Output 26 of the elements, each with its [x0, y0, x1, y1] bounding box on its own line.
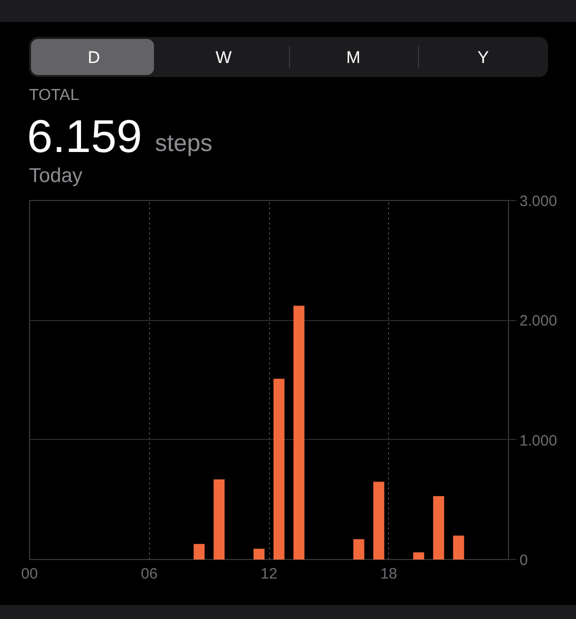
bar — [433, 496, 444, 560]
bar — [373, 482, 384, 560]
x-tick-label: 12 — [260, 566, 278, 582]
text: W — [216, 48, 232, 66]
text: steps — [155, 130, 212, 157]
bar — [453, 536, 464, 560]
y-tick-label: 3.000 — [520, 193, 558, 210]
x-tick-label: 06 — [140, 566, 158, 582]
text: M — [346, 48, 360, 66]
y-tick-label: 2.000 — [520, 312, 558, 330]
bar — [413, 552, 424, 560]
bar — [214, 479, 225, 560]
y-tick-label: 1.000 — [520, 432, 558, 450]
y-tick-label: 0 — [520, 552, 528, 569]
x-tick-label: 00 — [21, 566, 38, 582]
bar — [273, 378, 284, 560]
text: D — [88, 48, 100, 66]
chart-subtitle: Today — [29, 165, 82, 187]
bar — [254, 548, 265, 560]
x-tick-label: 18 — [380, 566, 398, 582]
chart-title: 6.159 — [27, 110, 142, 162]
text: Y — [477, 48, 489, 66]
bar — [353, 539, 364, 560]
bar — [194, 544, 205, 560]
text: TOTAL — [29, 87, 80, 104]
bar — [293, 306, 304, 560]
